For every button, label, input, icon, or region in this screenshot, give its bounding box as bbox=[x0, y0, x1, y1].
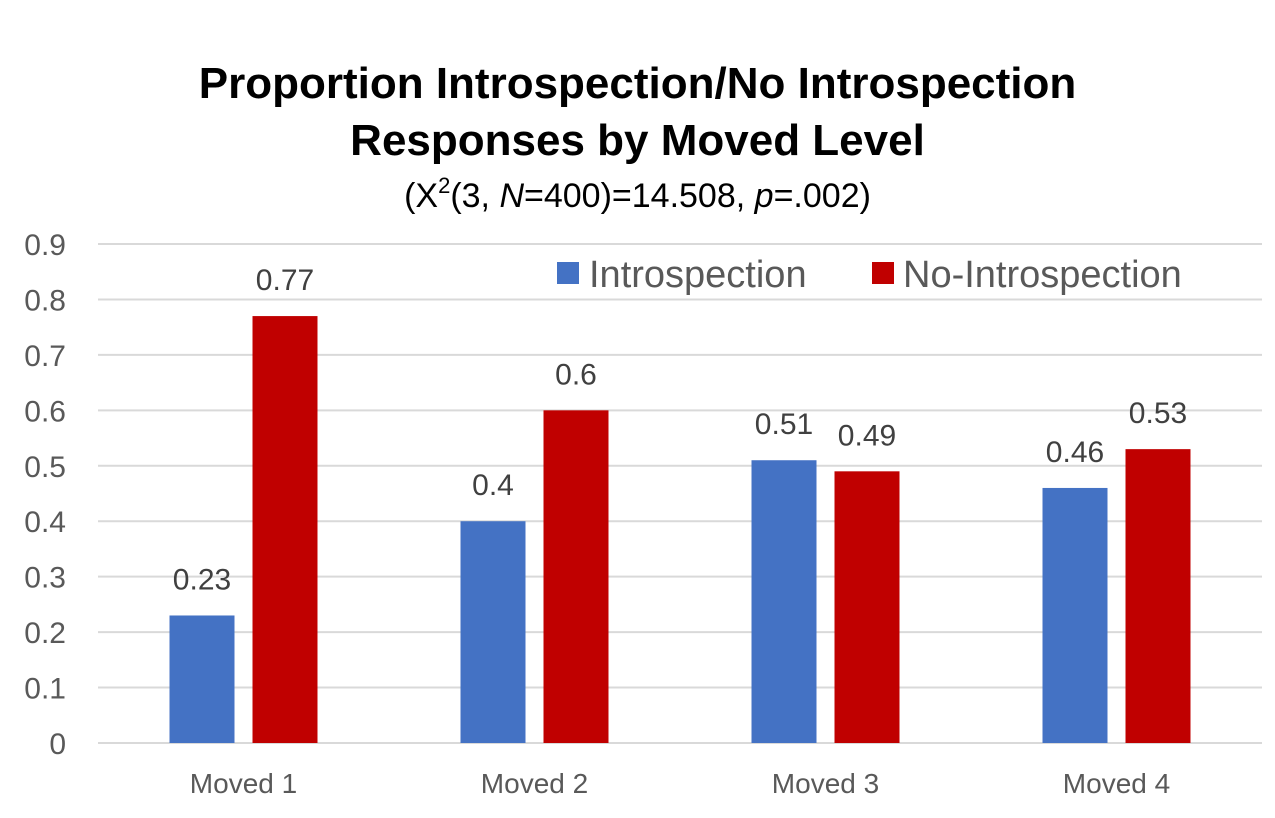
data-label: 0.23 bbox=[173, 563, 231, 596]
y-tick-label: 0.6 bbox=[24, 395, 66, 428]
bar-introspection-2 bbox=[460, 521, 526, 743]
legend-swatch-no-introspection bbox=[872, 262, 894, 284]
y-tick-label: 0.7 bbox=[24, 340, 66, 373]
data-label: 0.77 bbox=[256, 264, 314, 297]
subtitle-superscript: 2 bbox=[438, 173, 451, 198]
x-tick-label: Moved 2 bbox=[481, 768, 588, 799]
bar-introspection-4 bbox=[1042, 487, 1108, 743]
subtitle-mid2: =400)=14.508, bbox=[524, 177, 755, 215]
x-tick-label: Moved 3 bbox=[772, 768, 879, 799]
bar-introspection-1 bbox=[169, 615, 235, 743]
data-label: 0.49 bbox=[838, 419, 896, 452]
data-label: 0.4 bbox=[472, 469, 514, 502]
bar-introspection-3 bbox=[751, 460, 817, 743]
bar-no-introspection-4 bbox=[1125, 449, 1191, 743]
legend-label: Introspection bbox=[589, 254, 807, 296]
data-label: 0.53 bbox=[1129, 397, 1187, 430]
y-tick-label: 0.9 bbox=[24, 229, 66, 262]
chart-subtitle: (X2(3, N=400)=14.508, p=.002) bbox=[0, 173, 1275, 216]
chart-title-line-2: Responses by Moved Level bbox=[350, 116, 925, 165]
y-tick-label: 0 bbox=[49, 728, 66, 761]
subtitle-end: =.002) bbox=[773, 177, 871, 215]
y-tick-label: 0.4 bbox=[24, 506, 66, 539]
subtitle-open: (X bbox=[404, 177, 439, 215]
bar-no-introspection-3 bbox=[834, 471, 900, 743]
subtitle-mid1: (3, bbox=[450, 177, 500, 215]
y-tick-label: 0.1 bbox=[24, 673, 66, 706]
data-label: 0.6 bbox=[555, 358, 597, 391]
bar-no-introspection-2 bbox=[543, 410, 609, 743]
x-tick-label: Moved 1 bbox=[190, 768, 297, 799]
bar-no-introspection-1 bbox=[252, 316, 318, 743]
y-tick-label: 0.5 bbox=[24, 451, 66, 484]
y-tick-label: 0.2 bbox=[24, 617, 66, 650]
data-label: 0.46 bbox=[1046, 436, 1104, 469]
legend-label: No-Introspection bbox=[903, 254, 1182, 296]
y-tick-label: 0.8 bbox=[24, 284, 66, 317]
data-label: 0.51 bbox=[755, 408, 813, 441]
subtitle-n-label: N bbox=[499, 177, 524, 215]
chart-title-line-1: Proportion Introspection/No Introspectio… bbox=[198, 59, 1077, 108]
legend-swatch-introspection bbox=[557, 262, 579, 284]
x-tick-label: Moved 4 bbox=[1063, 768, 1170, 799]
y-tick-label: 0.3 bbox=[24, 562, 66, 595]
subtitle-p-label: p bbox=[754, 177, 774, 215]
